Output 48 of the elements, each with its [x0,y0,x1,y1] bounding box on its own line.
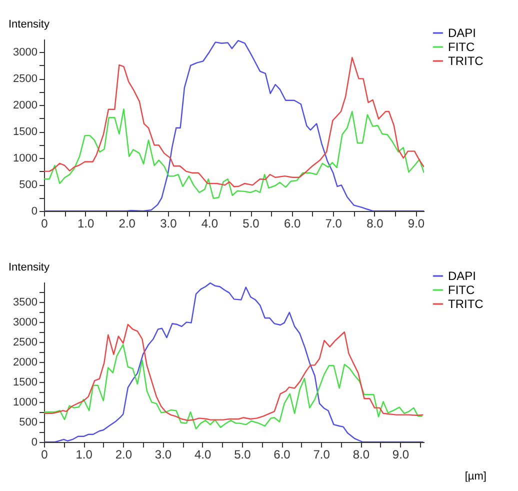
legend-label: DAPI [448,26,476,40]
x-axis-title: [µm] [464,470,486,482]
legend-label: DAPI [448,269,476,283]
x-tick-label: 3.0 [154,448,172,462]
legend-label: TRITC [448,54,484,68]
line-series [44,324,424,421]
y-tick-label: 2000 [13,356,38,368]
y-tick-label: 0 [31,206,38,218]
x-tick-label: 7.0 [325,216,342,230]
y-tick-label: 1000 [13,152,38,165]
y-tick-label: 3000 [13,46,38,59]
y-tick-label: 3500 [13,296,38,308]
line-series [44,108,424,199]
y-tick-label: 1000 [13,396,38,408]
legend-label: FITC [448,283,475,297]
x-tick-label: 9.0 [408,216,425,230]
x-tick-label: 6.0 [284,216,301,230]
y-tick-label: 3000 [13,316,38,328]
x-tick-label: 1.0 [77,216,94,230]
y-tick-label: 2500 [13,336,38,348]
y-tick-label: 1500 [13,126,38,138]
x-tick-label: 6.0 [274,448,291,462]
x-tick-label: 2.0 [118,216,136,230]
y-tick-label: 500 [19,416,38,428]
legend-label: FITC [448,40,475,54]
x-tick-label: 8.0 [352,448,370,462]
x-tick-label: 0 [41,448,48,462]
x-tick-label: 3.0 [160,216,178,230]
x-tick-label: 2.0 [115,448,132,462]
y-tick-label: 500 [19,179,38,192]
legend-label: TRITC [448,297,484,311]
line-series [44,344,424,430]
x-tick-label: 4.0 [201,216,218,230]
y-tick-label: 0 [31,436,38,448]
y-tick-label: 1500 [13,376,38,388]
y-axis-title: Intensity [8,18,50,30]
y-tick-label: 2000 [13,100,38,112]
y-axis-title: Intensity [8,262,50,274]
x-tick-label: 4.0 [194,448,212,462]
x-tick-label: 0 [41,216,48,230]
x-tick-label: 8.0 [366,216,384,230]
x-tick-label: 5.0 [242,216,260,230]
x-tick-label: 7.0 [313,448,330,462]
x-tick-label: 5.0 [234,448,252,462]
y-tick-label: 2500 [13,73,38,86]
line-series [44,56,424,188]
x-tick-label: 1.0 [76,448,93,462]
x-tick-label: 9.0 [392,448,410,462]
